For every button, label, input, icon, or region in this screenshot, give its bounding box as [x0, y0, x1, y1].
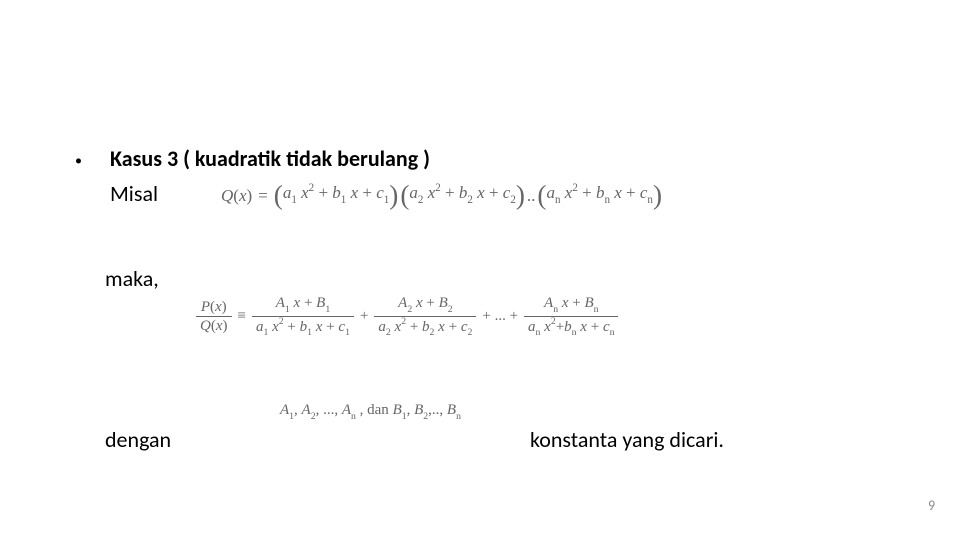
maka-text: maka,	[105, 265, 159, 292]
const-A1-base: A	[280, 402, 289, 418]
dengan-text: dengan	[105, 426, 171, 453]
title-text: Kasus 3 ( kuadratik tidak berulang )	[110, 145, 430, 172]
dengan-label: dengan	[105, 426, 171, 453]
equation-qx: Q(x) = (a1 x2 + b1 x + c1) (a2 x2 + b2 x…	[220, 180, 663, 211]
eq1-factor-2: (a2 x2 + b2 x + c2)	[400, 180, 525, 211]
plus-sign: +	[360, 308, 368, 325]
equation-pq: P(x) Q(x) ≡ A1 x + B1 a1 x2 + b1 x + c1 …	[195, 295, 619, 338]
equals-sign: =	[258, 186, 268, 206]
dan-text: , dan	[360, 402, 393, 418]
const-B2-base: B	[414, 402, 423, 418]
equation-constants: A1, A2, ..., An , dan B1, B2,.., Bn	[280, 402, 461, 421]
const-An-base: A	[342, 402, 351, 418]
konstanta-text: konstanta yang dicari.	[530, 426, 724, 453]
maka-label: maka,	[105, 265, 159, 292]
bullet: •	[75, 152, 82, 169]
identical-sign: ≡	[238, 308, 246, 325]
title-line: Kasus 3 ( kuadratik tidak berulang )	[110, 145, 430, 172]
eq2-term-1: A1 x + B1 a1 x2 + b1 x + c1	[252, 295, 354, 338]
eq1-lhs: Q(x)	[221, 186, 252, 206]
eq1-factor-1: (a1 x2 + b1 x + c1)	[274, 180, 399, 211]
eq1-dots: ..	[527, 186, 536, 206]
const-A2-base: A	[302, 402, 311, 418]
eq2-term-2: A2 x + B2 a2 x2 + b2 x + c2	[374, 295, 476, 338]
const-B1-base: B	[393, 402, 402, 418]
misal-label: Misal	[110, 180, 158, 207]
page-number: 9	[928, 497, 935, 514]
eq2-lhs-frac: P(x) Q(x)	[196, 299, 232, 335]
slide: • Kasus 3 ( kuadratik tidak berulang ) M…	[0, 0, 960, 540]
konstanta-label: konstanta yang dicari.	[530, 426, 724, 453]
eq1-factor-n: (an x2 + bn x + cn)	[537, 180, 662, 211]
misal-text: Misal	[110, 180, 158, 207]
eq2-term-n: An x + Bn an x2+bn x + cn	[524, 295, 618, 338]
const-Bn-base: B	[447, 402, 456, 418]
eq2-plus-dots: + ... +	[482, 308, 518, 325]
